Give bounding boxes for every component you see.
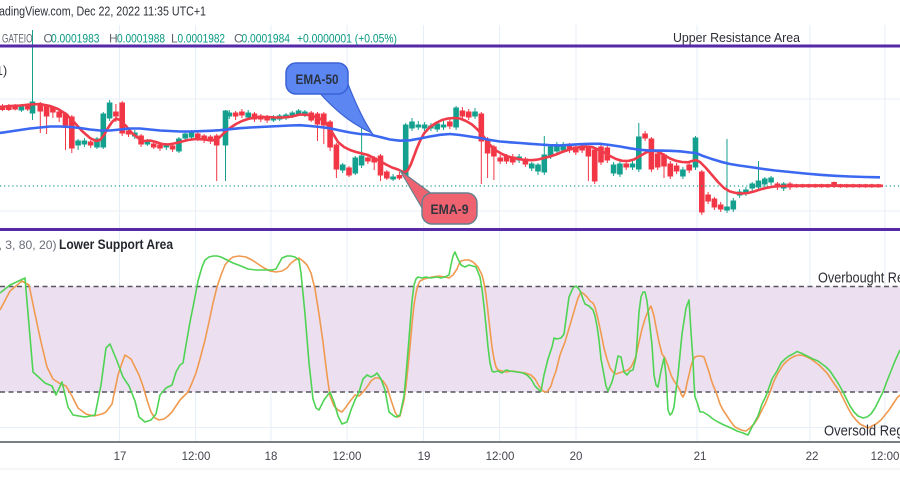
svg-text:21: 21 (694, 451, 707, 463)
svg-text:0.0001982: 0.0001982 (178, 32, 226, 46)
svg-text:L: L (171, 32, 178, 46)
svg-text:0.0001984: 0.0001984 (242, 32, 291, 46)
svg-text:19: 19 (418, 451, 431, 463)
svg-text:O: O (44, 32, 53, 46)
svg-text:+0.0000001 (+0.05%): +0.0000001 (+0.05%) (297, 32, 397, 46)
svg-text:Oversold Region: Oversold Region (824, 423, 900, 440)
svg-text:12:00: 12:00 (871, 451, 900, 463)
svg-text:18: 18 (265, 451, 278, 463)
svg-text:12:00: 12:00 (182, 451, 211, 463)
svg-text:Lower Support Area: Lower Support Area (59, 237, 173, 252)
svg-text:12:00: 12:00 (333, 451, 362, 463)
svg-text:, 3, 80, 20): , 3, 80, 20) (0, 238, 57, 252)
svg-text:20: 20 (570, 451, 583, 463)
svg-text:H: H (109, 32, 118, 46)
svg-text:Overbought Region: Overbought Region (818, 270, 900, 287)
svg-text:EMA-50: EMA-50 (296, 71, 339, 87)
svg-text:17: 17 (114, 451, 127, 463)
svg-text:EMA-9: EMA-9 (431, 201, 469, 217)
svg-text:22: 22 (806, 451, 819, 463)
svg-text:1): 1) (0, 64, 7, 78)
svg-text:Upper Resistance Area: Upper Resistance Area (673, 30, 801, 45)
svg-text:0.0001988: 0.0001988 (117, 32, 165, 46)
svg-text:adingView.com, Dec 22, 2022 11: adingView.com, Dec 22, 2022 11:35 UTC+1 (0, 5, 206, 19)
svg-text:C: C (234, 32, 243, 46)
svg-text:0.0001983: 0.0001983 (51, 32, 100, 46)
svg-text:GATEIO: GATEIO (2, 32, 33, 46)
svg-text:12:00: 12:00 (486, 451, 515, 463)
